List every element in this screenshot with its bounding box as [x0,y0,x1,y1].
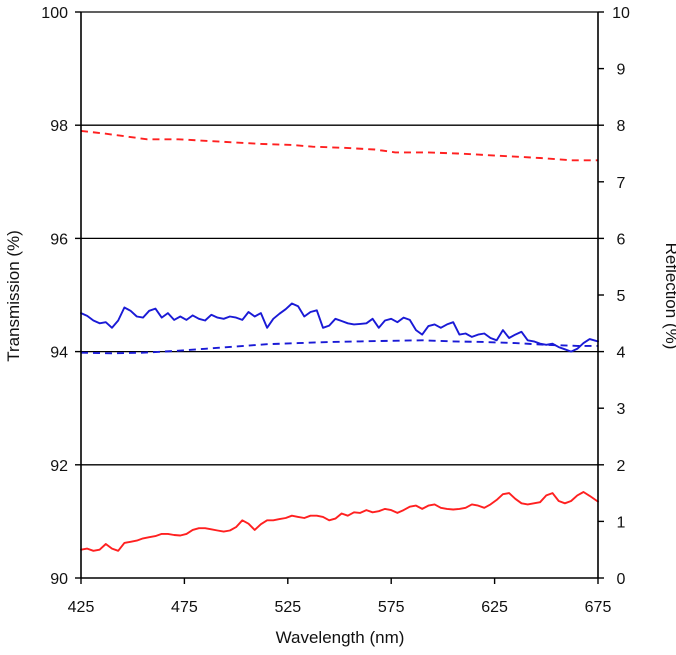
left-tick-label-100: 100 [41,5,68,22]
axes [75,11,604,584]
right-tick-label-3: 3 [617,401,626,418]
right-tick-label-7: 7 [617,175,626,192]
right-tick-label-8: 8 [617,118,626,135]
series-red-solid [80,491,599,552]
left-tick-label-92: 92 [50,458,68,475]
right-tick-label-4: 4 [617,345,626,362]
series-blue-solid [80,302,599,353]
x-tick-label-625: 625 [481,599,508,616]
x-tick-label-525: 525 [274,599,301,616]
left-axis-title: Transmission (%) [4,230,23,362]
right-tick-label-0: 0 [617,571,626,588]
x-tick-label-475: 475 [171,599,198,616]
x-tick-label-425: 425 [68,599,95,616]
series-red-dashed [80,129,598,162]
right-tick-label-2: 2 [617,458,626,475]
series-blue-dashed [80,339,598,355]
series-lines [80,129,599,552]
right-tick-label-1: 1 [617,514,626,531]
right-axis-title: Reflection (%) [662,243,676,350]
right-tick-label-10: 10 [612,5,630,22]
x-axis-title: Wavelength (nm) [276,628,405,647]
right-tick-label-9: 9 [617,62,626,79]
right-tick-label-6: 6 [617,231,626,248]
left-tick-label-90: 90 [50,571,68,588]
tick-labels: 90 92 94 96 98 100 0 1 2 3 4 5 6 7 8 9 10 425 475 525 575 625… [41,5,630,616]
gridlines [81,124,598,466]
x-tick-label-675: 675 [585,599,612,616]
left-tick-label-96: 96 [50,231,68,248]
right-tick-label-5: 5 [617,288,626,305]
left-tick-label-94: 94 [50,345,68,362]
left-tick-label-98: 98 [50,118,68,135]
x-tick-label-575: 575 [378,599,405,616]
